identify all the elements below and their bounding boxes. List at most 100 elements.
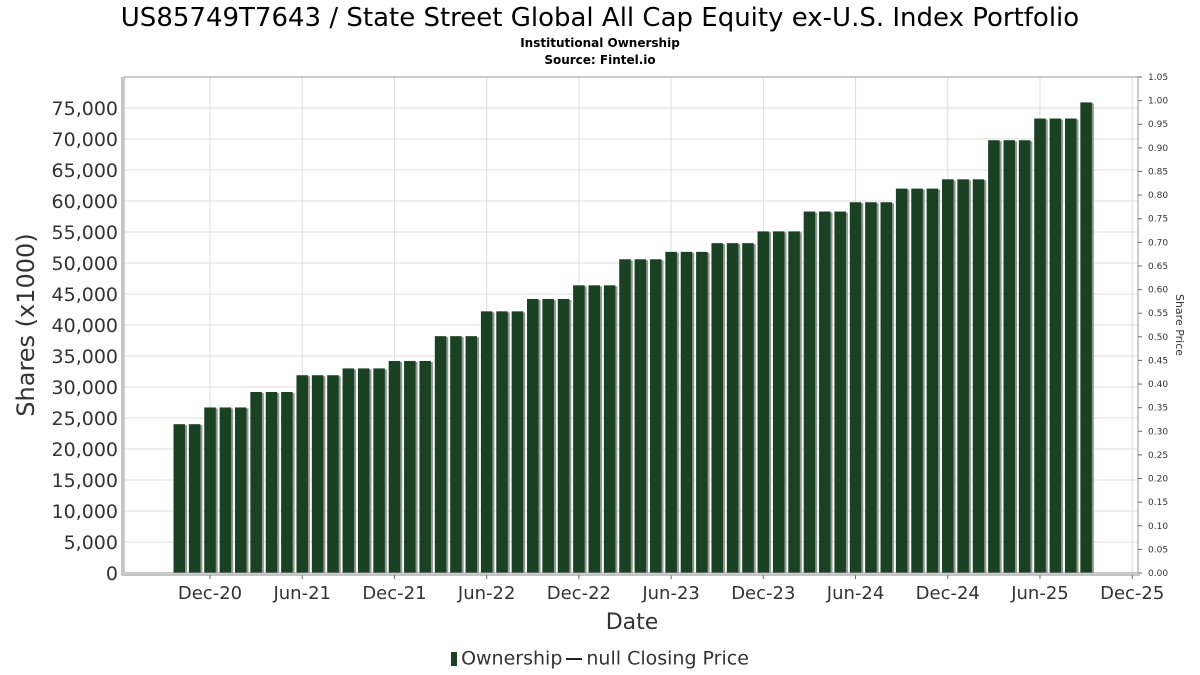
ownership-bar	[757, 231, 770, 573]
y-tick-label: 10,000	[52, 501, 118, 523]
ownership-bar	[404, 360, 416, 573]
x-tick-label: Jun-22	[457, 583, 516, 604]
ownership-bar	[480, 311, 493, 573]
y2-tick-label: 1.00	[1148, 97, 1168, 107]
ownership-bar	[265, 391, 278, 573]
y2-tick-label: 0.95	[1148, 120, 1168, 130]
ownership-bar	[849, 202, 862, 574]
y2-tick-label: 0.75	[1148, 215, 1168, 225]
chart-legend: Ownership null Closing Price	[0, 647, 1200, 670]
x-tick-label: Dec-20	[178, 583, 242, 604]
y2-axis-label: Share Price	[1173, 294, 1186, 356]
y2-tick-label: 0.40	[1148, 380, 1168, 390]
ownership-bar	[573, 285, 585, 573]
y-tick-label: 75,000	[52, 98, 118, 120]
ownership-bar	[895, 188, 908, 573]
y-tick-label: 25,000	[52, 408, 118, 430]
ownership-bar	[972, 179, 985, 574]
ownership-bar	[603, 285, 616, 573]
y2-tick-label: 0.85	[1148, 167, 1168, 177]
ownership-bar	[649, 259, 662, 573]
y2-tick-label: 0.10	[1148, 522, 1168, 532]
y2-tick-label: 0.05	[1148, 545, 1168, 555]
y2-tick-label: 0.35	[1148, 404, 1168, 414]
ownership-bar	[711, 243, 723, 573]
ownership-bar	[204, 407, 216, 573]
ownership-bar	[234, 407, 247, 573]
x-axis-label: Date	[606, 610, 659, 635]
y-tick-label: 45,000	[52, 284, 118, 306]
ownership-bar	[665, 251, 677, 573]
x-tick-label: Dec-25	[1100, 583, 1164, 604]
ownership-bar	[465, 336, 478, 573]
ownership-bar	[957, 179, 969, 574]
y-tick-label: 65,000	[52, 160, 118, 182]
y-tick-label: 40,000	[52, 315, 118, 337]
ownership-bar	[296, 375, 308, 573]
ownership-bar	[434, 336, 447, 573]
ownership-bar	[388, 360, 401, 573]
y2-tick-label: 0.90	[1148, 144, 1168, 154]
axes: 0 5,000 10,000 15,000 20,000 25,000 30,000 35,0…	[52, 73, 1169, 604]
ownership-bar	[419, 360, 431, 573]
ownership-bar	[373, 368, 385, 573]
ownership-bar	[911, 188, 923, 573]
y-tick-label: 5,000	[64, 532, 118, 554]
ownership-bar	[1018, 140, 1031, 574]
y-tick-label: 0	[106, 563, 118, 585]
y2-tick-label: 0.55	[1148, 309, 1168, 319]
bar-series-ownership	[173, 102, 1094, 574]
ownership-bar	[1064, 118, 1077, 573]
ownership-bar	[511, 311, 524, 573]
x-tick-label: Dec-21	[362, 583, 426, 604]
x-tick-label: Dec-22	[547, 583, 611, 604]
plot-area-border	[123, 76, 1139, 574]
ownership-bar	[865, 202, 877, 574]
y2-tick-label: 0.20	[1148, 475, 1168, 485]
y2-tick-label: 0.80	[1148, 191, 1168, 201]
chart-title: US85749T7643 / State Street Global All C…	[120, 3, 1080, 33]
ownership-bar	[450, 336, 462, 573]
y2-tick-label: 0.25	[1148, 451, 1168, 461]
y-tick-label: 15,000	[52, 470, 118, 492]
price-legend-line	[566, 657, 583, 660]
ownership-bar	[619, 259, 631, 573]
ownership-bar	[311, 375, 324, 573]
ownership-bar	[926, 188, 939, 573]
y2-tick-label: 1.05	[1148, 73, 1168, 83]
legend-ownership-label: Ownership	[461, 647, 563, 670]
y2-tick-label: 0.45	[1148, 356, 1168, 366]
ownership-bar	[819, 211, 831, 574]
ownership-bar	[527, 298, 539, 573]
y2-tick-label: 0.70	[1148, 238, 1168, 248]
y-tick-label: 55,000	[52, 222, 118, 244]
ownership-bar	[542, 298, 554, 573]
y2-tick-label: 0.30	[1148, 427, 1168, 437]
ownership-bar	[696, 251, 708, 573]
x-tick-label: Jun-23	[641, 583, 700, 604]
ownership-bar	[988, 140, 1000, 574]
ownership-bar	[680, 251, 693, 573]
x-tick-label: Jun-24	[826, 583, 885, 604]
ownership-bar	[281, 391, 293, 573]
ownership-bar	[188, 424, 201, 573]
ownership-bar	[173, 424, 186, 573]
y2-tick-label: 0.60	[1148, 286, 1168, 296]
ownership-bar	[557, 298, 570, 573]
chart-subtitle: Institutional Ownership	[520, 36, 680, 50]
x-tick-label: Dec-24	[916, 583, 980, 604]
y2-tick-label: 0.65	[1148, 262, 1168, 272]
x-tick-label: Jun-25	[1010, 583, 1069, 604]
y-tick-label: 20,000	[52, 439, 118, 461]
ownership-bar	[496, 311, 508, 573]
y2-tick-label: 0.50	[1148, 333, 1168, 343]
y-tick-label: 35,000	[52, 346, 118, 368]
ownership-legend-swatch	[451, 651, 458, 666]
ownership-bar	[327, 375, 339, 573]
y-tick-label: 60,000	[52, 191, 118, 213]
ownership-bar	[726, 243, 739, 573]
ownership-bar	[788, 231, 800, 573]
ownership-bar	[880, 202, 893, 574]
y-axis-label: Shares (x1000)	[12, 233, 40, 416]
chart-source: Source: Fintel.io	[544, 53, 656, 67]
